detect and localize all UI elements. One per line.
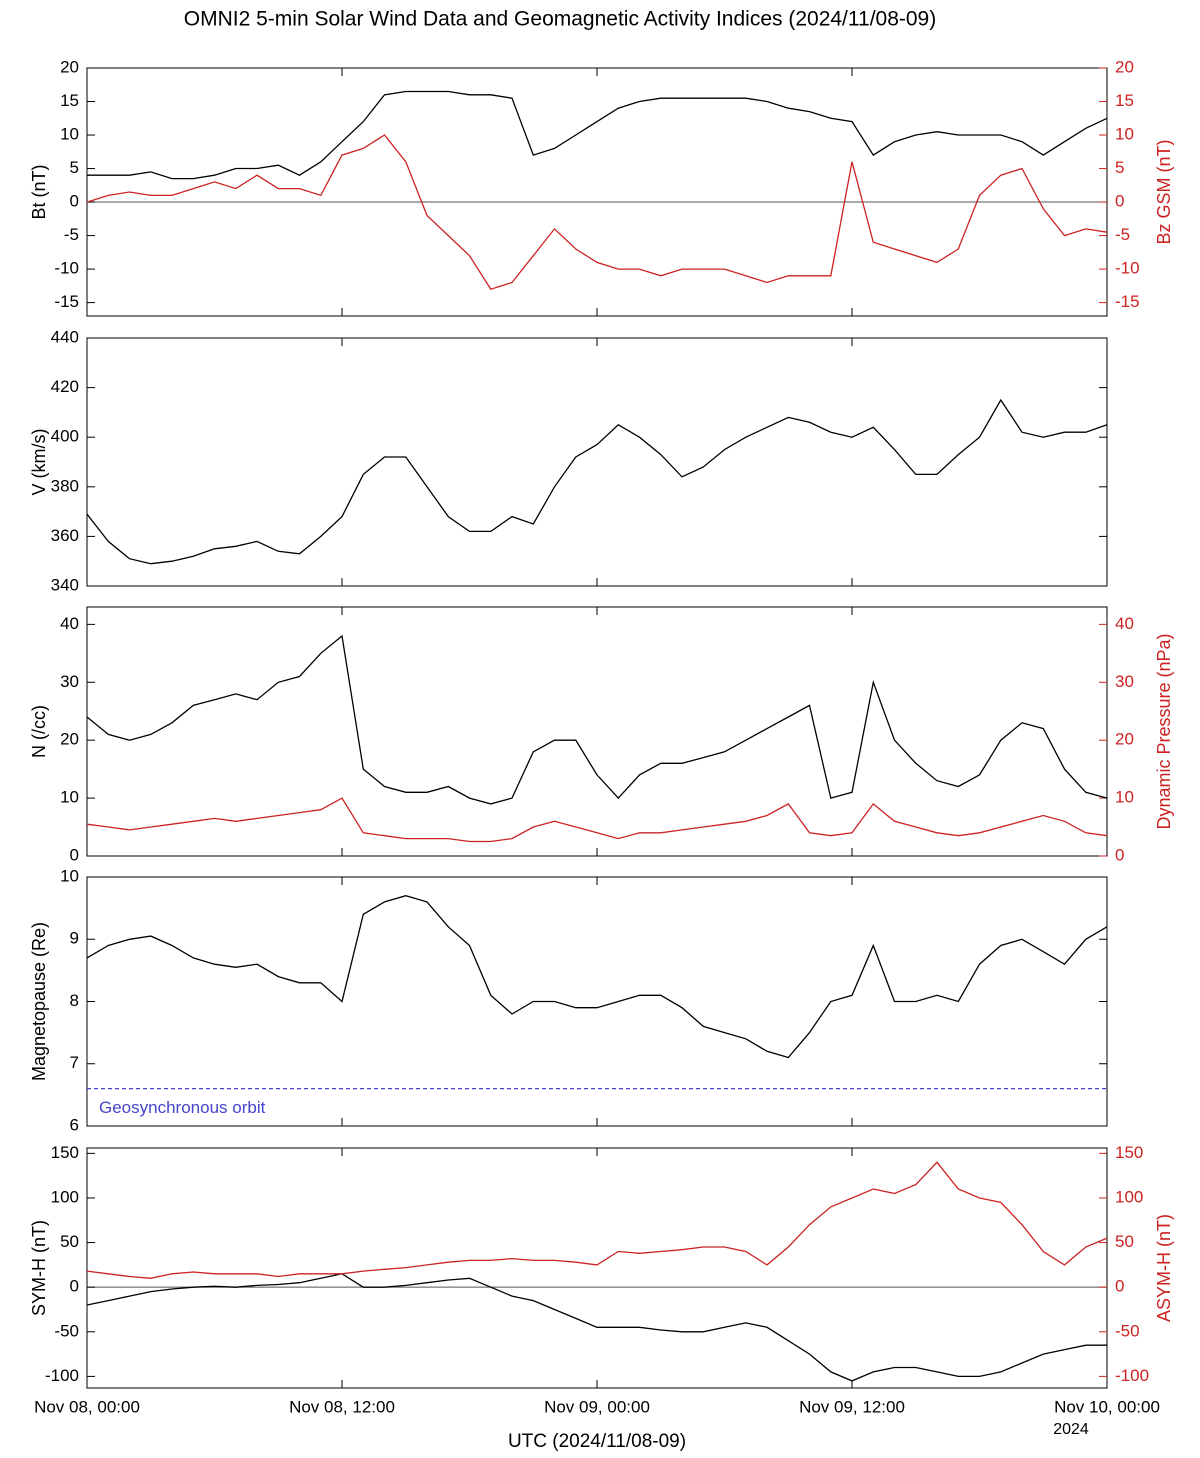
axis-label: Dynamic Pressure (nPa) [1154,633,1174,829]
y-tick-label: 360 [51,526,79,545]
y-tick-label: 6 [70,1115,79,1134]
y-tick-label: 10 [60,125,79,144]
y-tick-label: 50 [60,1232,79,1251]
plot-frame [86,876,1108,1127]
y2-tick-label: 20 [1115,730,1134,749]
y-tick-label: 40 [60,614,79,633]
plot-frame [86,67,1108,317]
y-tick-label: 5 [70,158,79,177]
series-line [87,90,1108,180]
y-tick-label: -100 [45,1366,79,1385]
y-tick-label: -15 [54,292,79,311]
y2-tick-label: -100 [1115,1366,1149,1385]
y2-tick-label: 0 [1115,192,1124,211]
y-tick-label: 100 [51,1187,79,1206]
y-tick-label: -10 [54,259,79,278]
y2-tick-label: 0 [1115,1277,1124,1296]
y-tick-label: 30 [60,672,79,691]
x-year-label: 2024 [1053,1421,1089,1438]
y-tick-label: -50 [54,1321,79,1340]
y2-tick-label: -5 [1115,225,1130,244]
series-line [86,1161,1108,1279]
y-tick-label: 0 [70,845,79,864]
axis-label: N (/cc) [29,705,49,758]
x-tick-label: Nov 10, 00:00 [1054,1397,1160,1416]
y-tick-label: 0 [70,1277,79,1296]
x-tick-label: Nov 09, 00:00 [544,1397,650,1416]
y2-tick-label: 15 [1115,91,1134,110]
y2-tick-label: 30 [1115,672,1134,691]
x-tick-label: Nov 08, 00:00 [34,1397,140,1416]
axis-label: Magnetopause (Re) [29,922,49,1081]
x-tick-label: Nov 08, 12:00 [289,1397,395,1416]
y-tick-label: 420 [51,377,79,396]
y-tick-label: 10 [60,788,79,807]
y-tick-label: 20 [60,730,79,749]
y2-tick-label: 0 [1115,845,1124,864]
series-line [86,134,1108,290]
y2-tick-label: -50 [1115,1321,1140,1340]
series-line [86,398,1108,565]
axis-label: Bz GSM (nT) [1154,139,1174,244]
y2-tick-label: 50 [1115,1232,1134,1251]
y2-tick-label: -10 [1115,259,1140,278]
y2-tick-label: 10 [1115,125,1134,144]
y2-tick-label: -15 [1115,292,1140,311]
y-tick-label: 10 [60,866,79,885]
y-tick-label: 9 [70,929,79,948]
axis-label: SYM-H (nT) [29,1220,49,1316]
series-line [86,797,1108,843]
axis-label: ASYM-H (nT) [1154,1214,1174,1322]
series-line [86,634,1108,805]
y-tick-label: 400 [51,427,79,446]
series-line [86,895,1108,1059]
y-tick-label: 8 [70,991,79,1010]
y-tick-label: -5 [64,225,79,244]
y-tick-label: 15 [60,91,79,110]
y2-tick-label: 20 [1115,57,1134,76]
axis-label: Bt (nT) [29,164,49,219]
chart-title: OMNI2 5-min Solar Wind Data and Geomagne… [184,8,936,31]
y-tick-label: 7 [70,1053,79,1072]
y2-tick-label: 150 [1115,1143,1143,1162]
y-tick-label: 440 [51,327,79,346]
axis-label: V (km/s) [29,429,49,496]
y2-tick-label: 10 [1115,788,1134,807]
series-line [86,1273,1107,1382]
y-tick-label: 380 [51,476,79,495]
y-tick-label: 0 [70,192,79,211]
reference-label: Geosynchronous orbit [99,1098,266,1117]
y-tick-label: 340 [51,575,79,594]
y2-tick-label: 100 [1115,1187,1143,1206]
plot-frame [86,337,1108,587]
y2-tick-label: 40 [1115,614,1134,633]
x-axis-label: UTC (2024/11/08-09) [508,1431,686,1452]
y-tick-label: 20 [60,57,79,76]
plot-frame [86,606,1108,857]
y-tick-label: 150 [51,1143,79,1162]
y2-tick-label: 5 [1115,158,1124,177]
x-tick-label: Nov 09, 12:00 [799,1397,905,1416]
